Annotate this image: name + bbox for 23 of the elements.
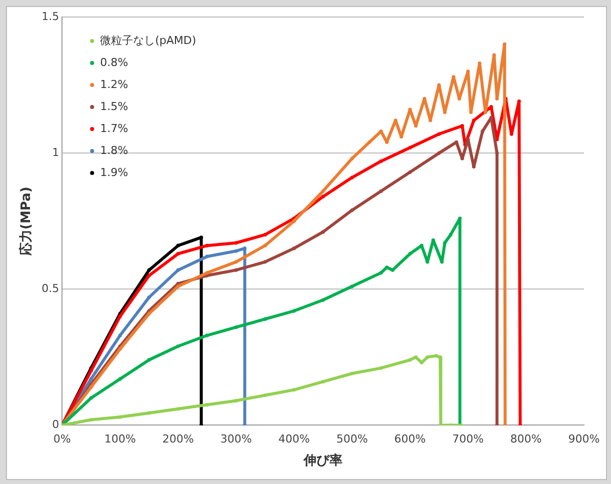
legend-label: 1.8% (100, 144, 128, 157)
y-tick-label: 1 (52, 146, 60, 159)
legend-label: 1.7% (100, 122, 128, 135)
legend-label: 0.8% (100, 56, 128, 69)
x-tick-label: 0% (53, 432, 71, 446)
x-tick-label: 200% (162, 432, 194, 446)
x-tick-label: 800% (510, 432, 542, 446)
y-tick-label: 0 (52, 418, 60, 432)
x-axis-title: 伸び率 (302, 452, 343, 469)
x-tick-label: 600% (394, 432, 426, 446)
legend-label: 1.9% (100, 166, 128, 179)
x-tick-label: 100% (104, 432, 136, 446)
x-tick-label: 300% (220, 432, 252, 446)
legend-label: 1.2% (100, 78, 128, 91)
x-tick-label: 700% (452, 432, 484, 446)
y-axis-title: 応力(MPa) (18, 186, 34, 256)
x-tick-label: 500% (336, 432, 368, 446)
legend-label: 1.5% (100, 100, 128, 113)
x-tick-label: 400% (278, 432, 310, 446)
legend-label: 微粒子なし(pAMD) (100, 34, 196, 47)
y-tick-label: 1.5 (42, 10, 60, 23)
y-tick-label: 0.5 (42, 282, 60, 295)
x-tick-label: 900% (568, 432, 600, 446)
